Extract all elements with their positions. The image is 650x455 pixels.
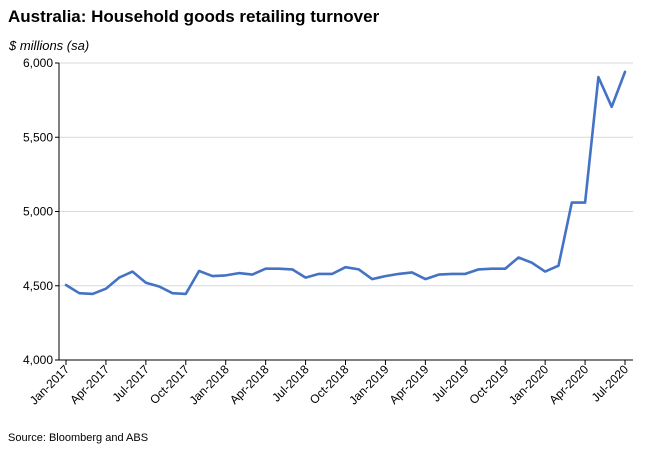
x-tick-label: Jul-2018 <box>269 362 312 405</box>
y-axis-label: $ millions (sa) <box>9 38 90 53</box>
source-note: Source: Bloomberg and ABS <box>8 432 149 444</box>
y-tick-label: 5,000 <box>23 205 53 219</box>
gridlines <box>59 62 633 287</box>
y-tick-label: 5,500 <box>23 130 53 144</box>
x-tick-label: Jul-2019 <box>429 362 472 405</box>
x-tick-label: Jan-2019 <box>346 362 392 408</box>
x-tick-label: Jul-2017 <box>110 362 153 405</box>
y-tick-label: 4,500 <box>23 279 53 293</box>
y-tick-label: 6,000 <box>23 56 53 70</box>
y-tick-labels: 4,000 4,500 5,000 5,500 6,000 <box>23 56 53 367</box>
x-tick-label: Oct-2019 <box>467 362 512 407</box>
x-tick-labels: Jan-2017Apr-2017Jul-2017Oct-2017Jan-2018… <box>27 362 632 408</box>
x-tick-label: Apr-2017 <box>67 362 112 407</box>
y-tick-label: 4,000 <box>23 353 53 367</box>
x-tick-label: Apr-2019 <box>387 362 432 407</box>
series-group <box>64 70 627 296</box>
x-tick-label: Jan-2017 <box>27 362 73 408</box>
chart-title: Australia: Household goods retailing tur… <box>8 7 380 26</box>
series-line <box>64 70 627 296</box>
x-tick-label: Apr-2020 <box>546 362 591 407</box>
x-tick-label: Jan-2020 <box>506 362 552 408</box>
x-tick-label: Jan-2018 <box>187 362 233 408</box>
x-tick-label: Oct-2017 <box>147 362 192 407</box>
axes <box>55 62 633 365</box>
x-tick-label: Oct-2018 <box>307 362 352 407</box>
x-tick-label: Apr-2018 <box>227 362 272 407</box>
x-tick-label: Jul-2020 <box>589 362 632 405</box>
